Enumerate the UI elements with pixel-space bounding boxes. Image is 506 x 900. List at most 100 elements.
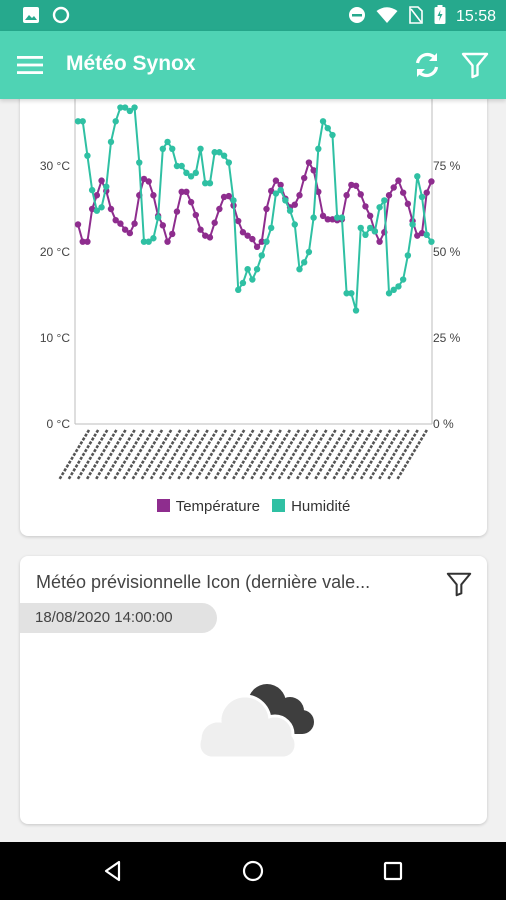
data-point-humidity	[296, 266, 303, 273]
y-left-tick-label: 0 °C	[47, 417, 71, 431]
data-point-temperature	[253, 243, 261, 251]
data-point-humidity	[414, 173, 421, 180]
legend-label-humidity: Humidité	[291, 498, 351, 515]
back-button[interactable]	[101, 859, 125, 883]
minus-circle-icon	[348, 6, 366, 28]
data-point-temperature	[324, 216, 331, 223]
x-tick-label	[231, 429, 264, 481]
data-point-temperature	[173, 208, 181, 215]
y-left-tick-label: 20 °C	[40, 245, 70, 259]
data-point-humidity	[329, 131, 336, 139]
data-point-humidity	[192, 169, 200, 177]
x-tick-label	[313, 429, 346, 481]
x-tick-label	[222, 429, 255, 481]
data-point-temperature	[390, 184, 397, 191]
data-point-temperature	[206, 234, 214, 241]
data-point-temperature	[164, 238, 171, 245]
data-point-temperature	[315, 188, 322, 195]
home-button[interactable]	[241, 859, 265, 883]
image-icon	[22, 6, 40, 28]
data-point-temperature	[79, 238, 86, 245]
data-point-humidity	[366, 224, 374, 232]
y-left-tick-label: 10 °C	[40, 331, 70, 345]
data-point-temperature	[291, 201, 298, 208]
status-left-icons	[22, 6, 70, 28]
data-point-humidity	[381, 197, 388, 204]
data-point-humidity	[343, 290, 350, 297]
x-tick-label	[103, 429, 136, 481]
data-point-humidity	[159, 145, 167, 152]
data-point-temperature	[305, 159, 313, 166]
data-point-humidity	[145, 238, 152, 245]
circle-icon	[52, 6, 70, 28]
data-point-humidity	[362, 231, 369, 238]
y-right-tick-label: 25 %	[433, 331, 461, 345]
x-tick-label	[267, 429, 301, 481]
data-point-humidity	[131, 104, 138, 111]
data-point-humidity	[169, 145, 176, 152]
data-point-temperature	[296, 192, 303, 199]
data-point-temperature	[399, 189, 407, 196]
data-point-humidity	[418, 193, 426, 201]
forecast-filter-button[interactable]	[445, 570, 473, 598]
data-point-humidity	[315, 145, 322, 152]
data-point-temperature	[98, 177, 105, 184]
data-point-temperature	[272, 177, 280, 184]
x-tick-label	[386, 429, 419, 481]
data-point-humidity	[103, 183, 110, 190]
data-point-humidity	[230, 197, 237, 204]
data-point-humidity	[268, 224, 275, 232]
data-point-temperature	[131, 220, 138, 227]
x-tick-label	[94, 429, 127, 481]
data-point-temperature	[366, 212, 374, 220]
data-point-temperature	[74, 221, 82, 228]
recents-button[interactable]	[381, 859, 405, 883]
data-point-humidity	[357, 224, 364, 232]
y-right-tick-label: 50 %	[433, 245, 461, 259]
data-point-humidity	[348, 290, 355, 297]
menu-button[interactable]	[16, 51, 44, 79]
filter-button[interactable]	[460, 50, 490, 80]
data-point-humidity	[107, 138, 115, 146]
app-bar: Météo Synox	[0, 31, 506, 99]
refresh-button[interactable]	[412, 50, 442, 80]
data-point-temperature	[192, 211, 200, 219]
y-left-tick-label: 30 °C	[40, 159, 70, 173]
data-point-humidity	[272, 190, 280, 197]
data-point-humidity	[235, 286, 242, 294]
data-point-humidity	[409, 221, 416, 228]
data-point-humidity	[282, 197, 289, 204]
recents-icon	[383, 861, 403, 881]
x-tick-label	[286, 429, 319, 481]
data-point-humidity	[371, 228, 379, 235]
data-point-temperature	[197, 226, 204, 233]
menu-icon	[17, 56, 43, 74]
status-bar: 15:58	[0, 0, 506, 31]
x-tick-label	[277, 429, 310, 481]
x-tick-label	[350, 429, 383, 481]
x-tick-label	[158, 429, 191, 481]
data-point-humidity	[220, 152, 228, 159]
data-point-temperature	[117, 220, 124, 227]
x-tick-label	[112, 429, 145, 481]
x-tick-label	[249, 429, 282, 481]
legend-label-temperature: Température	[175, 498, 260, 515]
data-point-temperature	[258, 238, 265, 245]
data-point-temperature	[93, 192, 101, 199]
data-point-humidity	[324, 124, 331, 132]
data-point-humidity	[310, 214, 317, 221]
data-point-humidity	[277, 186, 284, 194]
x-tick-label	[167, 429, 200, 481]
forecast-card[interactable]: Météo prévisionnelle Icon (dernière vale…	[20, 556, 487, 824]
forecast-title: Météo prévisionnelle Icon (dernière vale…	[36, 572, 371, 592]
data-point-humidity	[404, 252, 412, 259]
data-point-humidity	[206, 180, 214, 187]
data-point-temperature	[126, 229, 134, 237]
x-tick-label	[85, 429, 118, 481]
x-tick-label	[213, 429, 246, 481]
data-point-humidity	[423, 231, 430, 238]
data-point-humidity	[183, 169, 190, 177]
data-point-humidity	[112, 118, 119, 125]
chart-card: 0 °C 10 °C 20 °C 30 °C 0 % 25 % 50 % 75 % Tempé…	[20, 80, 487, 536]
data-point-temperature	[244, 232, 251, 239]
